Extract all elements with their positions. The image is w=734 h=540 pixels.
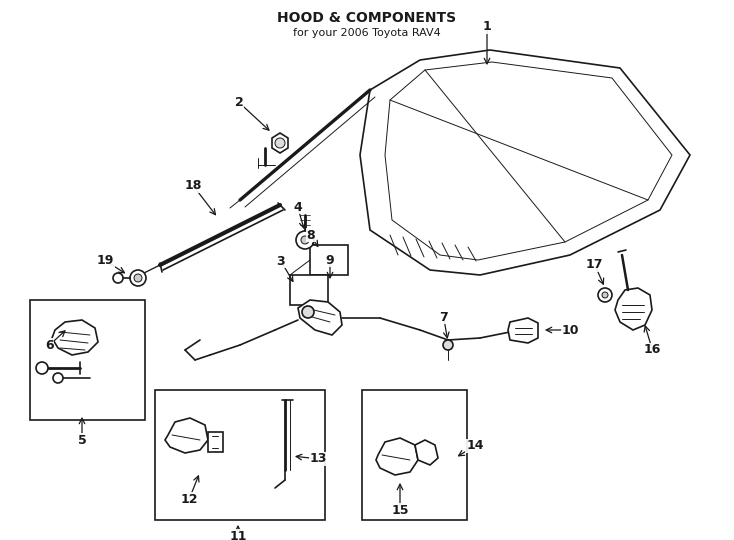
Circle shape bbox=[443, 340, 453, 350]
Circle shape bbox=[36, 362, 48, 374]
Polygon shape bbox=[508, 318, 538, 343]
Text: 15: 15 bbox=[391, 503, 409, 516]
Polygon shape bbox=[376, 438, 418, 475]
Text: 3: 3 bbox=[277, 254, 286, 268]
Polygon shape bbox=[165, 418, 208, 453]
Bar bbox=[155, 390, 325, 520]
Text: 1: 1 bbox=[483, 21, 491, 33]
Polygon shape bbox=[272, 133, 288, 153]
Text: 16: 16 bbox=[644, 343, 661, 356]
Circle shape bbox=[130, 270, 146, 286]
Bar bbox=[290, 275, 328, 305]
Polygon shape bbox=[415, 440, 438, 465]
Text: 17: 17 bbox=[586, 258, 603, 271]
Text: 14: 14 bbox=[466, 440, 484, 453]
Text: 5: 5 bbox=[78, 434, 87, 447]
Bar bbox=[30, 300, 145, 420]
Text: 12: 12 bbox=[181, 493, 197, 506]
Bar bbox=[208, 432, 223, 452]
Circle shape bbox=[275, 138, 285, 148]
Circle shape bbox=[53, 373, 63, 383]
Text: 7: 7 bbox=[439, 310, 448, 323]
Polygon shape bbox=[298, 300, 342, 335]
Bar bbox=[310, 245, 348, 275]
Polygon shape bbox=[360, 50, 690, 275]
Circle shape bbox=[134, 274, 142, 282]
Text: 4: 4 bbox=[294, 201, 302, 214]
Circle shape bbox=[296, 231, 314, 249]
Circle shape bbox=[602, 292, 608, 298]
Text: 6: 6 bbox=[45, 339, 54, 352]
Text: 8: 8 bbox=[307, 229, 315, 242]
Circle shape bbox=[301, 236, 309, 244]
Circle shape bbox=[598, 288, 612, 302]
Text: 13: 13 bbox=[309, 453, 327, 465]
Circle shape bbox=[113, 273, 123, 283]
Text: HOOD & COMPONENTS: HOOD & COMPONENTS bbox=[277, 11, 457, 25]
Text: 10: 10 bbox=[562, 323, 578, 336]
Text: 18: 18 bbox=[184, 179, 202, 192]
Text: 9: 9 bbox=[326, 253, 334, 267]
Polygon shape bbox=[52, 320, 98, 355]
Bar bbox=[362, 390, 467, 520]
Circle shape bbox=[302, 306, 314, 318]
Text: 11: 11 bbox=[229, 530, 247, 540]
Text: 19: 19 bbox=[97, 254, 114, 267]
Polygon shape bbox=[615, 288, 652, 330]
Text: for your 2006 Toyota RAV4: for your 2006 Toyota RAV4 bbox=[293, 28, 441, 38]
Text: 2: 2 bbox=[235, 96, 244, 109]
